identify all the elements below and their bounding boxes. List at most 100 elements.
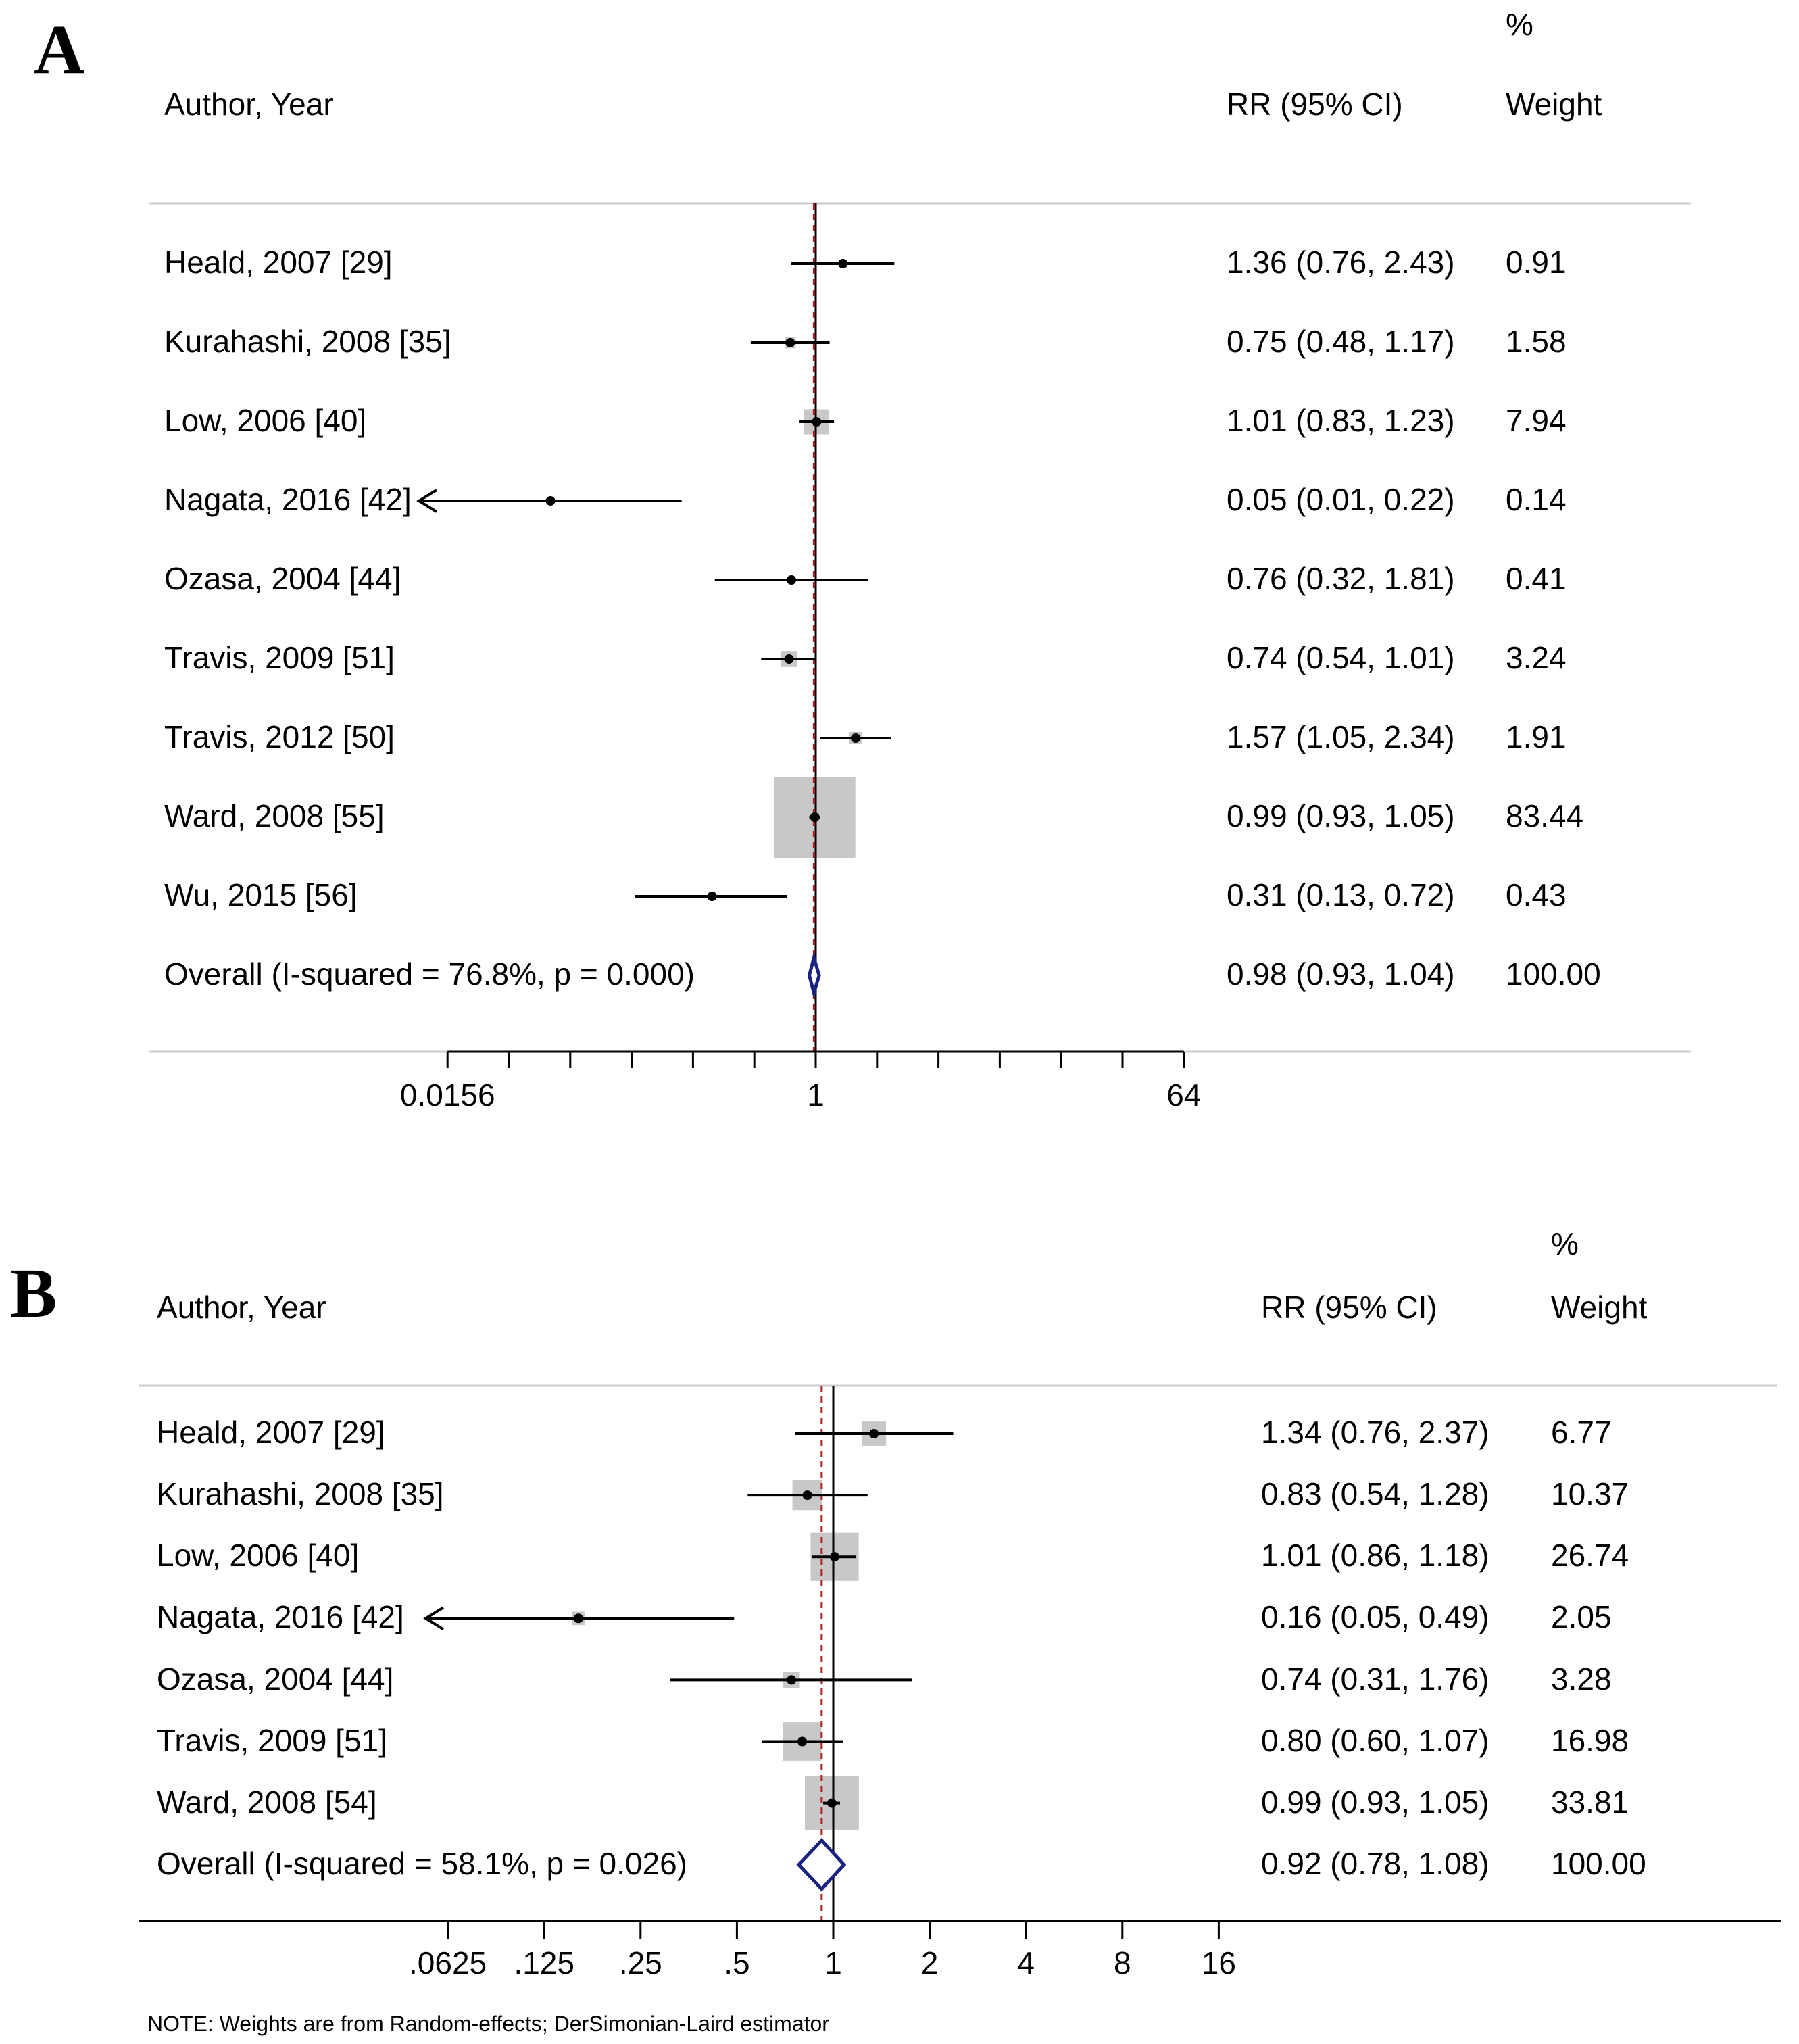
panel-a-point-estimate — [784, 654, 794, 664]
panel-a-weight-value: 83.44 — [1506, 798, 1583, 833]
panel-b-ci-value: 0.16 (0.05, 0.49) — [1261, 1599, 1489, 1634]
panel-b-point-estimate — [787, 1675, 797, 1685]
panel-b-point-estimate — [830, 1552, 840, 1562]
panel-b-study-label: Low, 2006 [40] — [157, 1538, 359, 1573]
panel-a-weight-values: 0.91 1.58 7.94 0.14 0.41 3.24 1.91 83.44… — [1506, 245, 1601, 992]
panel-b-overall-diamond — [796, 1838, 847, 1892]
panel-b-weight-value: 10.37 — [1551, 1476, 1629, 1511]
panel-b-study-label: Ozasa, 2004 [44] — [157, 1661, 393, 1697]
panel-a-point-estimate — [707, 892, 717, 901]
panel-b-tick-label: .125 — [514, 1945, 574, 1980]
panel-b-weight-value: 16.98 — [1551, 1723, 1629, 1758]
panel-a-study-label: Heald, 2007 [29] — [164, 245, 393, 280]
panel-b-point-estimate — [802, 1490, 812, 1501]
panel-b-point-estimate — [869, 1429, 879, 1438]
panel-a-study-label: Kurahashi, 2008 [35] — [164, 324, 451, 359]
panel-b-study-label: Nagata, 2016 [42] — [157, 1599, 404, 1634]
panel-a-weight-value: 1.91 — [1506, 719, 1567, 754]
panel-a-point-estimate — [838, 259, 848, 268]
panel-a-study-header: Author, Year — [164, 87, 334, 122]
panel-a-tick-label: 64 — [1166, 1077, 1201, 1113]
panel-a-overall-label: Overall (I-squared = 76.8%, p = 0.000) — [164, 956, 695, 992]
panel-a-weight-value: 0.43 — [1506, 877, 1567, 912]
panel-b-tick-label: .25 — [619, 1945, 662, 1980]
panel-b-ci-value: 1.01 (0.86, 1.18) — [1261, 1538, 1489, 1573]
panel-b-tick-label: .5 — [724, 1945, 749, 1980]
panel-a-study-label: Wu, 2015 [56] — [164, 877, 358, 912]
panel-b-weight-value: 3.28 — [1551, 1661, 1612, 1697]
panel-b-tick-label: 8 — [1114, 1945, 1131, 1980]
panel-a-weight-value: 0.14 — [1506, 482, 1567, 517]
panel-a-point-estimate — [851, 733, 861, 743]
panel-a-study-label: Travis, 2012 [50] — [164, 719, 395, 754]
panel-a-ci-arrow — [416, 489, 438, 513]
panel-b-weight-values: 6.77 10.37 26.74 2.05 3.28 16.98 33.81 1… — [1551, 1415, 1646, 1881]
panel-a-weight-value: 0.41 — [1506, 561, 1567, 596]
panel-a-letter: A — [34, 11, 84, 89]
panel-b-axis: .0625 .125 .25 .5 1 2 4 8 16 — [409, 1920, 1236, 1980]
panel-b-weight-value: 33.81 — [1551, 1784, 1629, 1820]
panel-b: B % Author, Year RR (95% CI) Weight .062… — [10, 1226, 1781, 2036]
panel-b-point-estimate — [573, 1613, 583, 1624]
footnote: NOTE: Weights are from Random-effects; D… — [147, 2012, 829, 2036]
panel-b-ci-value: 0.80 (0.60, 1.07) — [1261, 1723, 1489, 1758]
panel-b-rr-header: RR (95% CI) — [1261, 1290, 1437, 1325]
panel-b-ci-values: 1.34 (0.76, 2.37) 0.83 (0.54, 1.28) 1.01… — [1261, 1415, 1489, 1881]
panel-a-marks — [416, 259, 895, 1000]
panel-a-tick-label: 0.0156 — [400, 1077, 495, 1113]
panel-b-squares — [572, 1421, 887, 1830]
panel-a-weight-value: 0.91 — [1506, 245, 1567, 280]
panel-b-study-label: Travis, 2009 [51] — [157, 1723, 387, 1758]
panel-b-point-estimate — [797, 1736, 808, 1747]
panel-a-pct-header: % — [1506, 7, 1533, 42]
panel-a-ci-value: 0.74 (0.54, 1.01) — [1227, 640, 1455, 675]
panel-b-tick-label: 1 — [824, 1945, 842, 1980]
panel-b-letter: B — [10, 1255, 57, 1332]
panel-a-point-estimate — [810, 812, 820, 822]
panel-a-study-labels: Heald, 2007 [29] Kurahashi, 2008 [35] Lo… — [164, 245, 695, 992]
panel-a-study-label: Travis, 2009 [51] — [164, 640, 395, 675]
panel-b-overall-ci-value: 0.92 (0.78, 1.08) — [1261, 1846, 1489, 1881]
panel-a-overall-ci-value: 0.98 (0.93, 1.04) — [1227, 956, 1455, 992]
panel-b-tick-label: .0625 — [409, 1945, 487, 1980]
panel-a-point-estimate — [812, 417, 822, 427]
panel-a-tick-label: 1 — [807, 1077, 824, 1113]
panel-b-ci-value: 0.83 (0.54, 1.28) — [1261, 1476, 1489, 1511]
panel-a-overall-weight-value: 100.00 — [1506, 956, 1601, 992]
panel-a-point-estimate — [545, 496, 556, 506]
panel-b-study-label: Heald, 2007 [29] — [157, 1415, 385, 1450]
panel-b-study-label: Kurahashi, 2008 [35] — [157, 1476, 444, 1511]
panel-b-point-estimate — [827, 1798, 837, 1808]
panel-a-weight-header: Weight — [1506, 87, 1602, 122]
panel-b-ci-arrow — [423, 1606, 445, 1631]
panel-a-axis: 0.0156 1 64 — [400, 1050, 1201, 1113]
panel-a-ci-value: 0.05 (0.01, 0.22) — [1227, 482, 1455, 517]
panel-b-overall-label: Overall (I-squared = 58.1%, p = 0.026) — [157, 1846, 687, 1881]
panel-a-ci-value: 1.57 (1.05, 2.34) — [1227, 719, 1455, 754]
panel-a-study-label: Ward, 2008 [55] — [164, 798, 385, 833]
panel-a-rr-header: RR (95% CI) — [1227, 87, 1403, 122]
panel-a-weight-value: 1.58 — [1506, 324, 1567, 359]
panel-a-ci-value: 1.36 (0.76, 2.43) — [1227, 245, 1455, 280]
panel-b-ci-value: 1.34 (0.76, 2.37) — [1261, 1415, 1489, 1450]
panel-b-ci-value: 0.74 (0.31, 1.76) — [1261, 1661, 1489, 1697]
panel-a-ci-values: 1.36 (0.76, 2.43) 0.75 (0.48, 1.17) 1.01… — [1227, 245, 1455, 992]
panel-b-tick-label: 16 — [1202, 1945, 1236, 1980]
panel-a-weight-value: 7.94 — [1506, 403, 1567, 438]
panel-b-overall-weight-value: 100.00 — [1551, 1846, 1646, 1881]
panel-b-study-labels: Heald, 2007 [29] Kurahashi, 2008 [35] Lo… — [157, 1415, 687, 1881]
panel-a-ci-value: 0.75 (0.48, 1.17) — [1227, 324, 1455, 359]
panel-a-study-label: Ozasa, 2004 [44] — [164, 561, 401, 596]
panel-b-marks — [423, 1429, 954, 1892]
panel-b-weight-header: Weight — [1551, 1290, 1648, 1325]
panel-b-weight-value: 26.74 — [1551, 1538, 1629, 1573]
panel-a-point-estimate — [787, 575, 797, 585]
panel-a-ci-value: 0.76 (0.32, 1.81) — [1227, 561, 1455, 596]
panel-a: A % Author, Year RR (95% CI) Weight 0.01… — [34, 7, 1691, 1113]
panel-a-study-label: Low, 2006 [40] — [164, 403, 366, 438]
panel-b-study-header: Author, Year — [157, 1290, 326, 1325]
panel-b-pct-header: % — [1551, 1226, 1579, 1261]
panel-b-study-label: Ward, 2008 [54] — [157, 1784, 377, 1820]
panel-a-study-label: Nagata, 2016 [42] — [164, 482, 412, 517]
panel-a-point-estimate — [785, 338, 795, 347]
